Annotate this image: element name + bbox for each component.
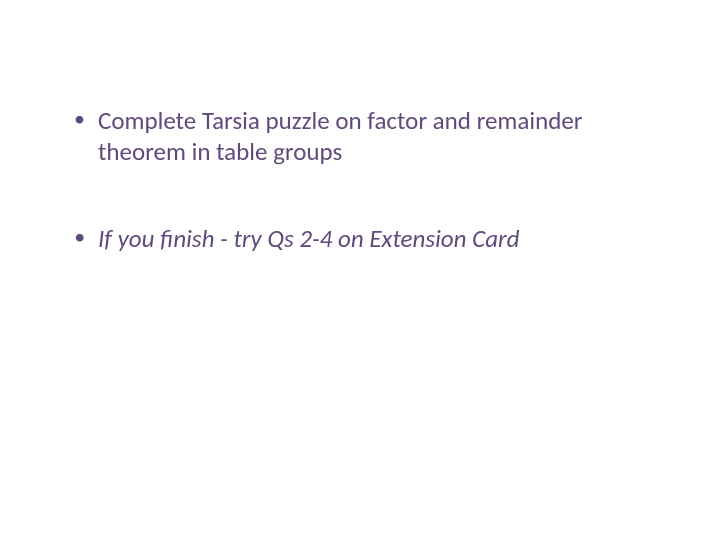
- bullet-text: Complete Tarsia puzzle on factor and rem…: [98, 105, 583, 167]
- bullet-text: If you finish - try Qs 2-4 on Extension …: [98, 223, 519, 254]
- list-item: If you finish - try Qs 2-4 on Extension …: [70, 223, 660, 254]
- bullet-list: Complete Tarsia puzzle on factor and rem…: [70, 105, 660, 254]
- list-item: Complete Tarsia puzzle on factor and rem…: [70, 105, 660, 168]
- slide: Complete Tarsia puzzle on factor and rem…: [0, 0, 720, 540]
